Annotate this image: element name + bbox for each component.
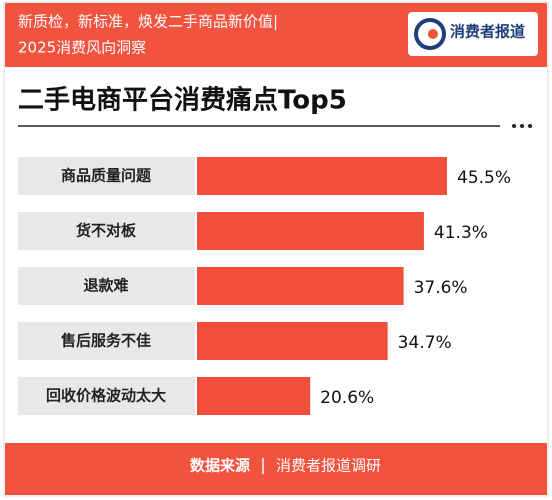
category-label: 商品质量问题	[61, 167, 152, 185]
category-label: 回收价格波动太大	[46, 387, 166, 405]
category-label: 售后服务不佳	[61, 332, 151, 350]
category-box	[18, 267, 195, 305]
value-label: 45.5%	[457, 168, 511, 188]
logo-icon-dot	[428, 29, 438, 39]
bar	[197, 322, 388, 360]
value-label: 20.6%	[320, 388, 374, 408]
bar-area: 商品质量问题 45.5% 货不对板 41.3% 退款难 37.6% 售后服务不佳 34.7% 回…	[18, 157, 511, 415]
header-line1: 新质检，新标准，焕发二手商品新价值|	[18, 13, 278, 31]
frame	[3, 1, 549, 497]
dot	[512, 124, 516, 128]
category-box	[18, 322, 195, 360]
footer-band	[5, 443, 547, 495]
category-box	[18, 157, 195, 195]
bar	[197, 157, 447, 195]
category-label: 货不对板	[76, 222, 137, 240]
bar	[197, 212, 424, 250]
chart-title: 二手电商平台消费痛点Top5	[18, 85, 347, 116]
dot	[528, 124, 532, 128]
value-label: 41.3%	[434, 223, 488, 243]
source: 消费者报道调研	[276, 457, 381, 475]
category-box	[18, 212, 195, 250]
value-label: 34.7%	[398, 333, 452, 353]
logo-icon	[414, 18, 446, 50]
header-line2: 2025消费风向洞察	[18, 39, 146, 57]
category-box	[18, 377, 195, 415]
value-label: 37.6%	[414, 278, 468, 298]
bar	[197, 267, 404, 305]
source-label: 数据来源	[190, 457, 250, 475]
dot	[520, 124, 524, 128]
bar	[197, 377, 311, 415]
category-label: 退款难	[83, 277, 128, 295]
logo-text: 消费者报道	[450, 23, 525, 41]
